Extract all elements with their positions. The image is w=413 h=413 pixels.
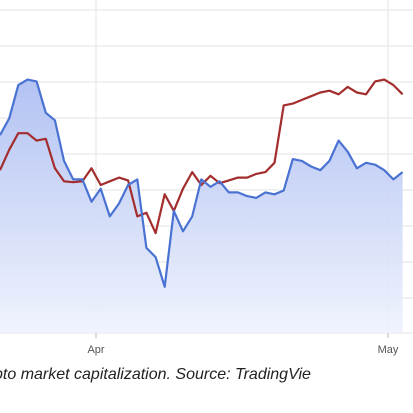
line-chart: Apr May: [0, 0, 413, 356]
series-1-line: [0, 78, 404, 235]
chart-caption: ypto market capitalization. Source: Trad…: [0, 366, 311, 383]
series-lines: [0, 78, 404, 288]
series-2-area: [0, 79, 403, 333]
series-2-line: [0, 78, 404, 288]
series-area: [0, 79, 403, 333]
x-tick-label-0: Apr: [87, 344, 104, 356]
x-tick-label-1: May: [378, 344, 399, 356]
x-axis-ticks: Apr May: [87, 333, 399, 356]
